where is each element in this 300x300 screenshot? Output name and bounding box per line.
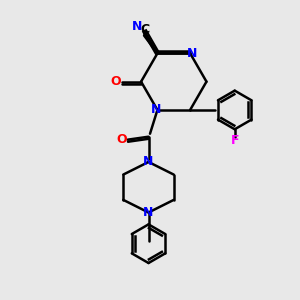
Text: F: F (230, 134, 239, 147)
Text: N: N (186, 47, 197, 60)
Text: N: N (151, 103, 161, 116)
Text: N: N (132, 20, 143, 33)
Text: N: N (143, 206, 154, 219)
Text: C: C (140, 23, 149, 36)
Text: O: O (116, 133, 127, 146)
Text: N: N (143, 155, 154, 169)
Text: O: O (110, 75, 121, 88)
